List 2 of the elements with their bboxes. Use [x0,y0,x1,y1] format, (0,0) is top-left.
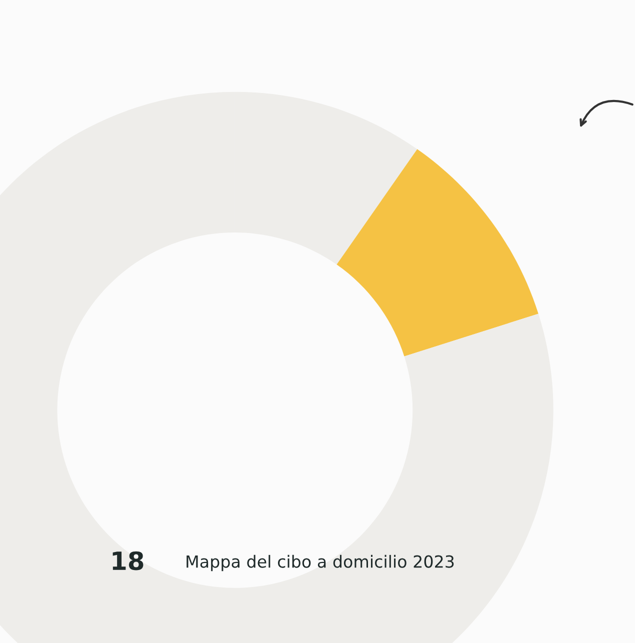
text: Mappa del cibo a domicilio 2023 [186,554,454,572]
text: 18 [112,551,144,570]
